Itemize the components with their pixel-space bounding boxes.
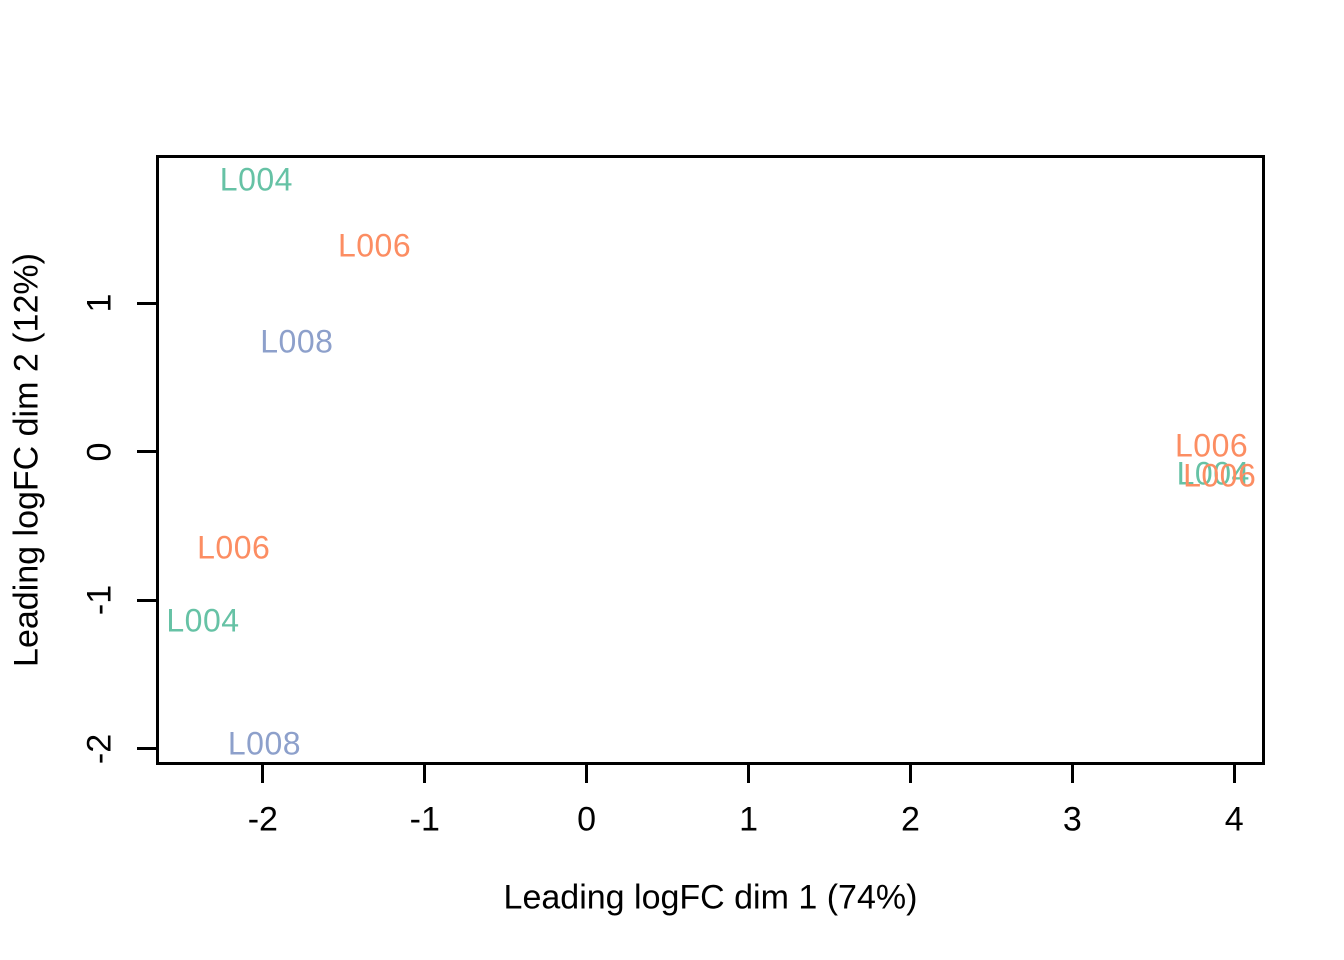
y-axis-tick-label: -2 [80, 733, 119, 764]
x-axis-tick [908, 764, 912, 783]
sample-label-L006: L006 [337, 227, 412, 264]
y-axis-tick-label: 0 [80, 442, 119, 462]
y-axis-tick [137, 301, 156, 305]
y-axis-tick [137, 747, 156, 751]
x-axis-tick [423, 764, 427, 783]
x-axis-tick [1070, 764, 1074, 783]
sample-label-L006: L006 [1183, 457, 1257, 494]
sample-label-L006: L006 [197, 529, 271, 566]
x-axis-tick-label: 3 [1062, 800, 1082, 839]
x-axis-tick-label: -1 [409, 800, 440, 839]
x-axis-title: Leading logFC dim 1 (74%) [503, 878, 918, 917]
sample-label-L008: L008 [260, 323, 334, 360]
x-axis-tick-label: 2 [900, 800, 920, 839]
sample-label-L004: L004 [166, 602, 240, 639]
y-axis-title: Leading logFC dim 2 (12%) [7, 253, 46, 667]
y-axis-tick-label: -1 [80, 585, 119, 616]
plot-area [156, 155, 1265, 765]
sample-label-L004: L004 [1176, 455, 1250, 492]
y-axis-tick [137, 598, 156, 602]
x-axis-tick-label: 1 [739, 800, 758, 839]
x-axis-tick [747, 764, 751, 783]
x-axis-tick [261, 764, 265, 783]
y-axis-tick [137, 450, 156, 454]
sample-label-L006: L006 [1174, 427, 1249, 464]
y-axis-tick-label: 1 [80, 293, 119, 313]
sample-label-L008: L008 [227, 725, 302, 762]
x-axis-tick-label: 4 [1224, 800, 1244, 839]
x-axis-tick [585, 764, 589, 783]
x-axis-tick-label: 0 [577, 800, 597, 839]
x-axis-tick [1232, 764, 1236, 783]
sample-label-L004: L004 [219, 161, 293, 198]
x-axis-tick-label: -2 [247, 800, 278, 839]
